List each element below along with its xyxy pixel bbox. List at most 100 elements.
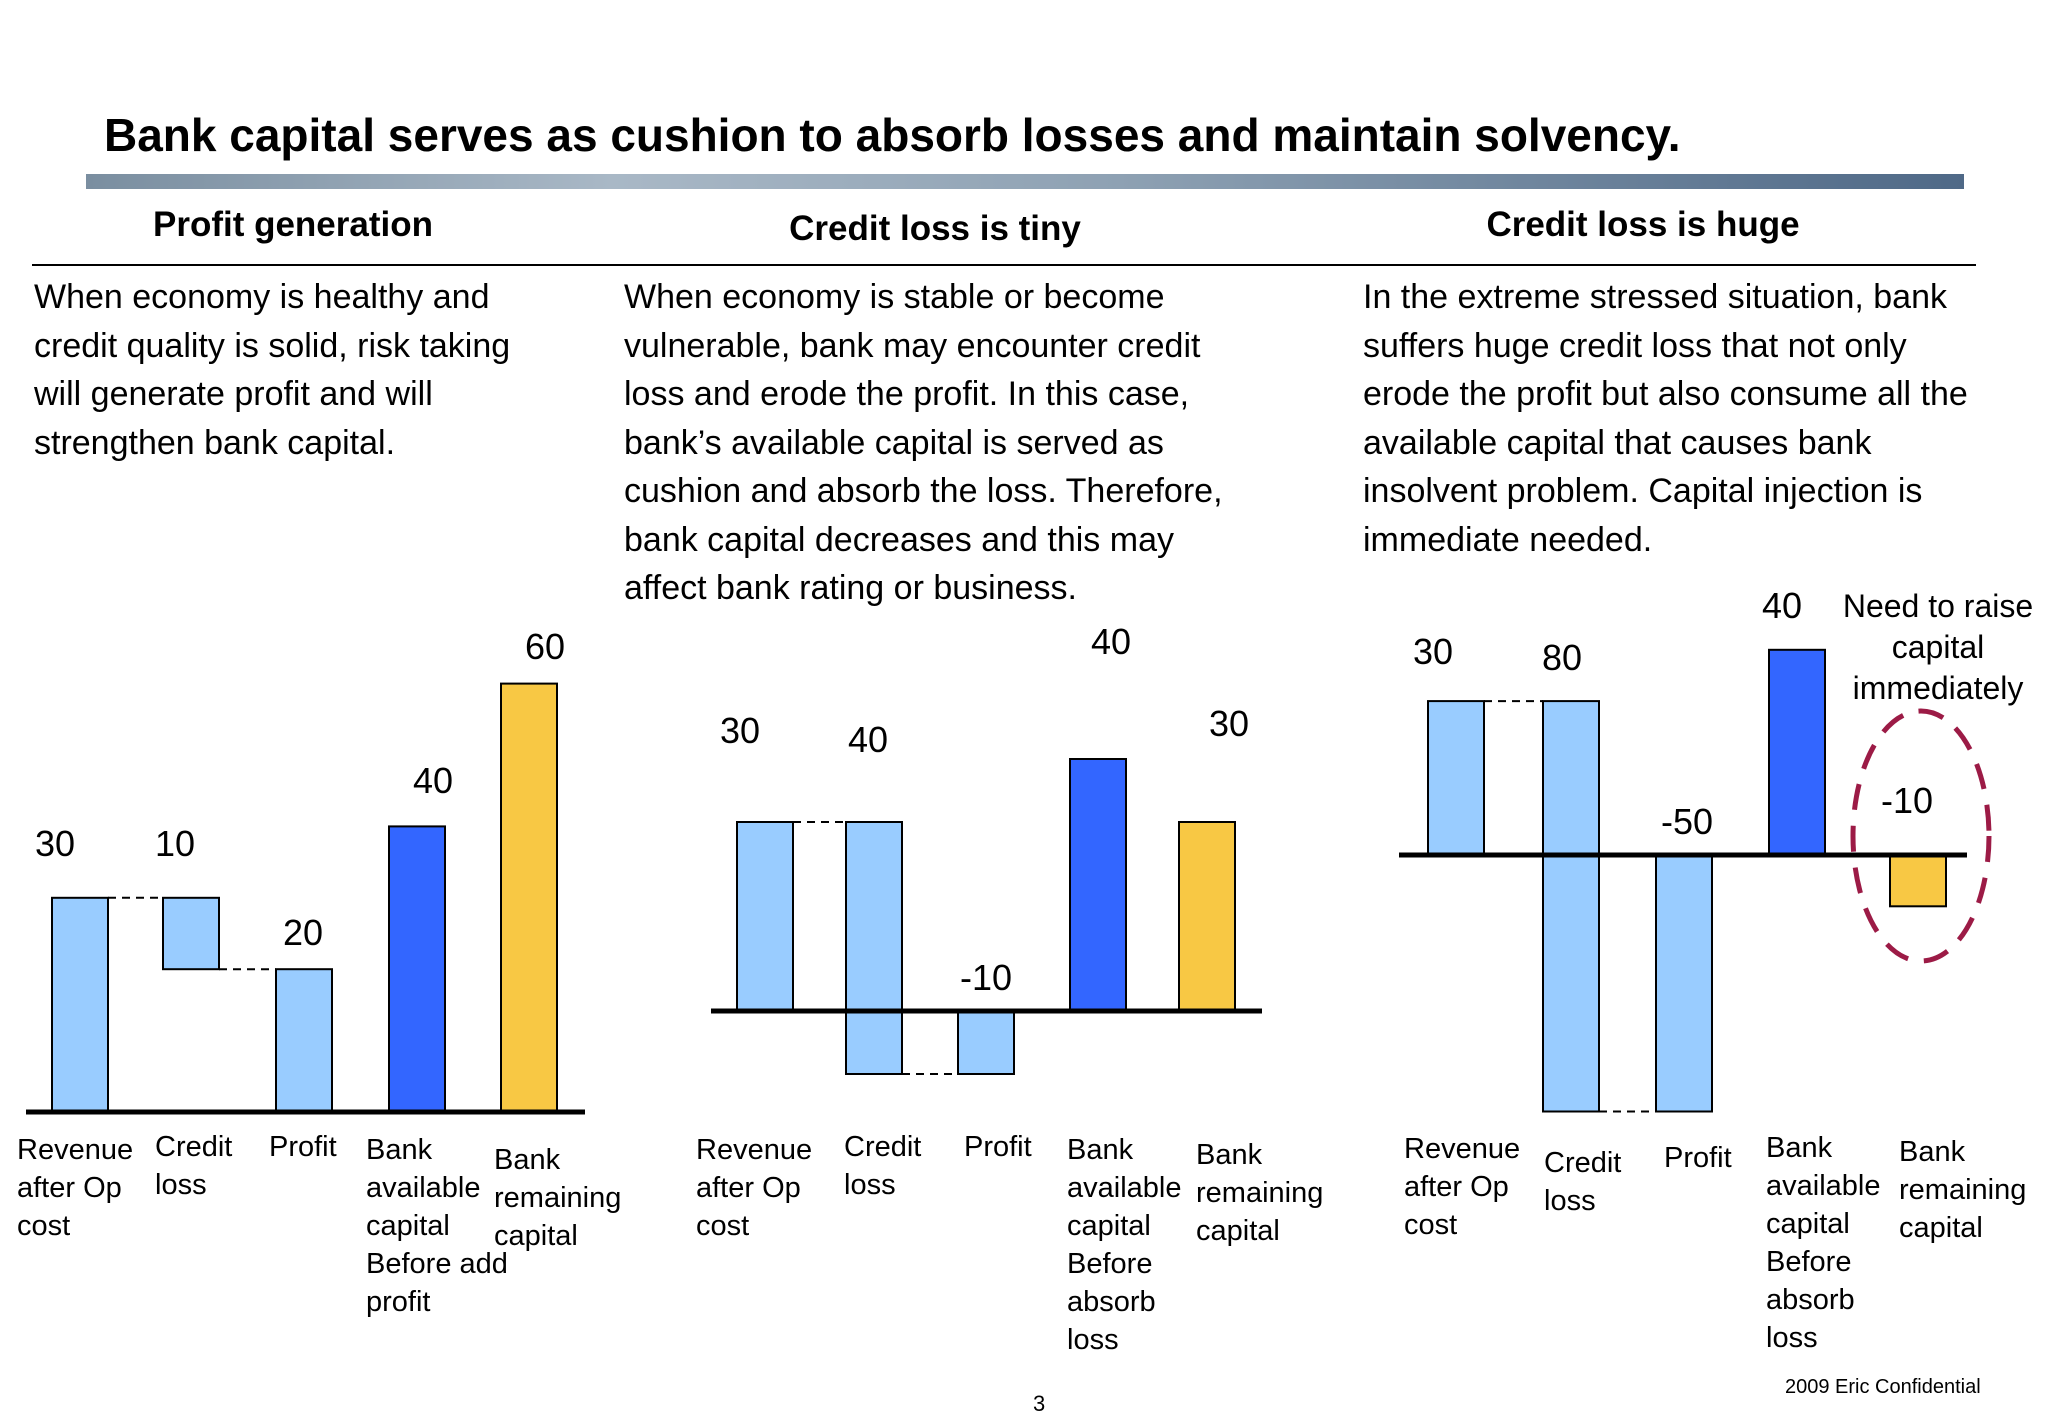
description-line: available capital that causes bank (1363, 423, 1872, 462)
description-line: strengthen bank capital. (34, 423, 396, 462)
waterfall-bar (500, 682, 558, 1113)
category-label: Credit (844, 1131, 921, 1163)
category-label: remaining (1899, 1174, 2026, 1206)
category-label: capital (1196, 1215, 1280, 1247)
category-label: loss (1544, 1185, 1596, 1217)
waterfall-bar (1178, 821, 1236, 1012)
data-label: -50 (1661, 801, 1713, 842)
data-label: -10 (960, 957, 1012, 998)
page-number: 3 (1033, 1391, 1046, 1416)
category-label: Revenue (696, 1134, 812, 1166)
category-label: loss (1766, 1322, 1818, 1354)
category-label: Revenue (17, 1134, 133, 1166)
category-label: capital (1766, 1208, 1850, 1240)
data-label: 30 (1209, 703, 1249, 744)
category-label: Before (1067, 1248, 1152, 1280)
category-label: after Op (696, 1172, 801, 1204)
panel-description-credit-loss-tiny: When economy is stable or become vulnera… (624, 273, 1223, 613)
category-label: available (1067, 1172, 1181, 1204)
category-label: capital (1067, 1210, 1151, 1242)
category-label: Bank (1766, 1132, 1833, 1164)
waterfall-bar (1655, 854, 1713, 1113)
data-label: -10 (1881, 780, 1933, 821)
waterfall-bar (1427, 700, 1485, 856)
category-label: Revenue (1404, 1133, 1520, 1165)
category-label: Credit (155, 1131, 232, 1163)
category-label: cost (17, 1210, 70, 1242)
heading-divider (32, 264, 1976, 266)
category-label: loss (155, 1169, 207, 1201)
highlight-dashed-circle (1850, 708, 1992, 964)
waterfall-bar (1768, 648, 1826, 856)
category-label: Profit (1664, 1142, 1732, 1174)
category-label: cost (696, 1210, 749, 1242)
confidential-footer: 2009 Eric Confidential (1785, 1376, 1981, 1398)
description-line: loss and erode the profit. In this case, (624, 375, 1190, 413)
category-label: cost (1404, 1209, 1457, 1241)
data-label: 40 (413, 760, 453, 801)
waterfall-bar (275, 968, 333, 1114)
data-label: 20 (283, 912, 323, 953)
panel-heading-profit-generation: Profit generation (152, 205, 434, 244)
category-label: remaining (1196, 1177, 1323, 1209)
category-label: remaining (494, 1182, 621, 1214)
category-label: Bank (1067, 1134, 1134, 1166)
panel-description-profit-generation: When economy is healthy and credit quali… (34, 273, 510, 467)
waterfall-bar (162, 896, 220, 971)
category-label: Bank (494, 1144, 561, 1176)
category-label: loss (1067, 1324, 1119, 1356)
category-label: available (366, 1172, 480, 1204)
category-label: Bank (366, 1134, 433, 1166)
description-line: credit quality is solid, risk taking (34, 326, 511, 365)
waterfall-bar (1069, 758, 1127, 1012)
description-line: cushion and absorb the loss. Therefore, (624, 472, 1223, 510)
callout-text: immediately (1853, 670, 2024, 706)
data-label: 30 (1413, 631, 1453, 672)
category-label: Profit (269, 1131, 337, 1163)
category-label: loss (844, 1169, 896, 1201)
callout-text: Need to raise (1843, 588, 2033, 624)
category-label: available (1766, 1170, 1880, 1202)
description-line: immediate needed. (1363, 520, 1653, 559)
description-line: suffers huge credit loss that not only (1363, 326, 1907, 365)
category-label: capital (1899, 1212, 1983, 1244)
data-label: 30 (35, 823, 75, 864)
category-label: capital (494, 1220, 578, 1252)
description-line: When economy is stable or become (624, 278, 1165, 316)
category-label: Bank (1899, 1136, 1966, 1168)
description-line: bank’s available capital is served as (624, 423, 1164, 462)
category-label: Profit (964, 1131, 1032, 1163)
slide-title: Bank capital serves as cushion to absorb… (104, 109, 1681, 161)
category-label: Bank (1196, 1139, 1263, 1171)
category-label: Before add (366, 1248, 508, 1280)
category-label: absorb (1067, 1286, 1156, 1318)
category-label: after Op (17, 1172, 122, 1204)
waterfall-bar (845, 821, 903, 1075)
category-label: Before (1766, 1246, 1851, 1278)
description-line: When economy is healthy and (34, 278, 490, 316)
description-line: In the extreme stressed situation, bank (1363, 278, 1947, 316)
description-line: erode the profit but also consume all th… (1363, 375, 1968, 413)
description-line: vulnerable, bank may encounter credit (624, 326, 1201, 365)
panel-heading-credit-loss-huge: Credit loss is huge (1486, 205, 1800, 244)
data-label: 30 (720, 710, 760, 751)
waterfall-bar (388, 825, 446, 1114)
category-label: profit (366, 1286, 430, 1318)
panel-heading-credit-loss-tiny: Credit loss is tiny (789, 209, 1081, 248)
waterfall-bar (1889, 854, 1947, 908)
waterfall-bar (957, 1010, 1015, 1075)
data-label: 40 (848, 719, 888, 760)
waterfall-bar (51, 896, 109, 1113)
data-label: 60 (525, 626, 565, 667)
waterfall-bar (1542, 700, 1600, 1113)
category-label: Credit (1544, 1147, 1621, 1179)
callout-text: capital (1892, 629, 1985, 665)
title-underline-bar (86, 174, 1964, 189)
data-label: 40 (1091, 621, 1131, 662)
category-label: capital (366, 1210, 450, 1242)
description-line: affect bank rating or business. (624, 569, 1077, 607)
category-label: after Op (1404, 1171, 1509, 1203)
description-line: insolvent problem. Capital injection is (1363, 472, 1923, 510)
panel-description-credit-loss-huge: In the extreme stressed situation, bank … (1363, 273, 1968, 564)
